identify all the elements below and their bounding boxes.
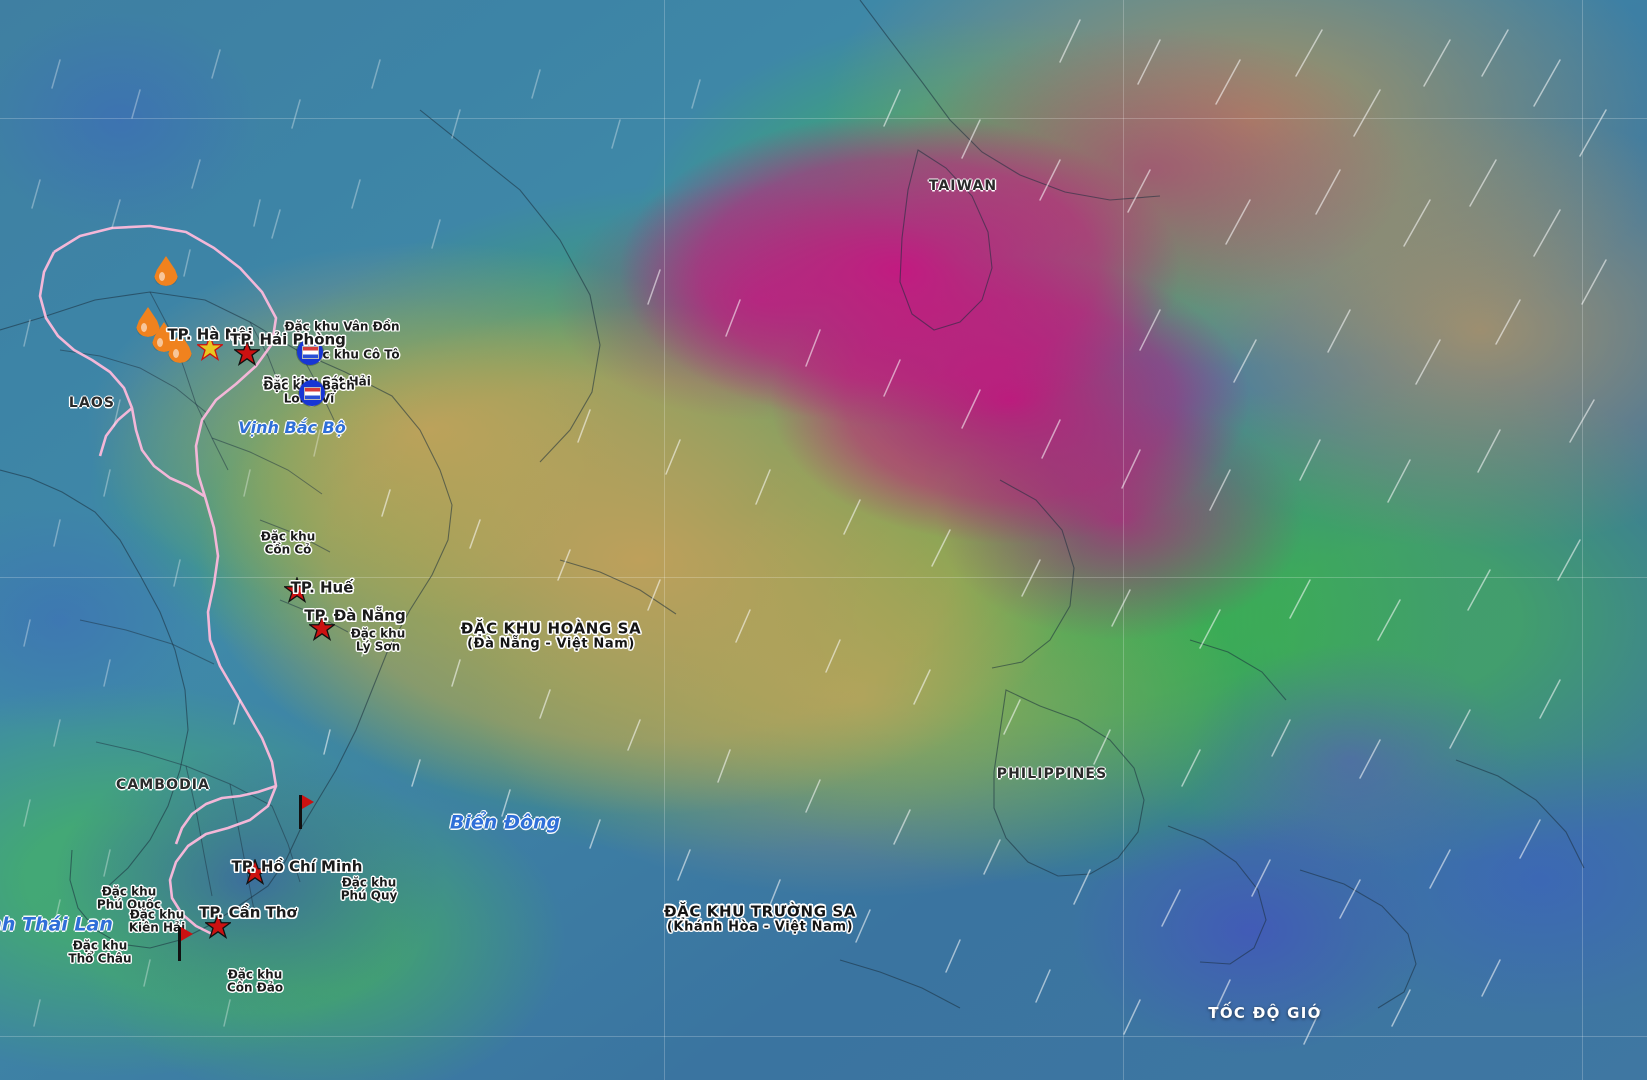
city-marker-1[interactable] <box>232 339 262 370</box>
graticule-meridian-2 <box>1582 0 1583 1080</box>
graticule-meridian-0 <box>664 0 665 1080</box>
graticule-parallel-1 <box>0 577 1647 578</box>
sea-label-0: Vịnh Bắc Bộ <box>238 418 346 438</box>
graticule-parallel-0 <box>0 118 1647 119</box>
country-label-1: CAMBODIA <box>115 777 211 794</box>
archipelago-label-0: ĐẶC KHU HOÀNG SA (Đà Nẵng - Việt Nam) <box>460 619 642 652</box>
special-zone-label-9: Đặc khu Thổ Châu <box>68 938 132 966</box>
city-marker-4[interactable] <box>240 858 270 889</box>
sea-label-2: Vịnh Thái Lan <box>0 913 113 936</box>
country-label-0: LAOS <box>68 395 116 412</box>
graticule-parallel-2 <box>0 1036 1647 1037</box>
special-zone-label-7: Đặc khu Phú Quốc <box>96 884 162 912</box>
archipelago-label-1: ĐẶC KHU TRƯỜNG SA (Khánh Hòa - Việt Nam) <box>663 902 857 935</box>
special-zone-label-8: Đặc khu Kiên Hải <box>128 907 186 935</box>
sea-label-1: Biển Đông <box>449 811 561 834</box>
station-pin-icon-1[interactable] <box>299 380 325 406</box>
country-label-3: PHILIPPINES <box>996 766 1108 783</box>
wind-flag-marker-0 <box>299 795 314 829</box>
rain-drop-icon-0[interactable] <box>154 256 178 286</box>
station-pin-icon-0[interactable] <box>297 339 323 365</box>
special-zone-label-4: Đặc khu Cồn Cỏ <box>260 529 316 557</box>
country-label-2: TAIWAN <box>928 178 998 195</box>
rain-drop-icon-1[interactable] <box>136 307 160 337</box>
city-marker-0[interactable] <box>195 334 225 365</box>
city-marker-2[interactable] <box>282 576 312 607</box>
city-marker-5[interactable] <box>203 912 233 943</box>
wind-speed-legend-title: TỐC ĐỘ GIÓ <box>1208 1004 1322 1022</box>
special-zone-label-6: Đặc khu Phú Quý <box>340 875 398 903</box>
wind-flag-marker-1 <box>178 927 193 961</box>
special-zone-label-5: Đặc khu Lý Sơn <box>350 626 406 654</box>
graticule-meridian-1 <box>1123 0 1124 1080</box>
city-marker-3[interactable] <box>307 614 337 645</box>
special-zone-label-0: Đặc khu Vân Đồn <box>284 319 400 334</box>
special-zone-label-10: Đặc khu Côn Đảo <box>226 967 284 995</box>
